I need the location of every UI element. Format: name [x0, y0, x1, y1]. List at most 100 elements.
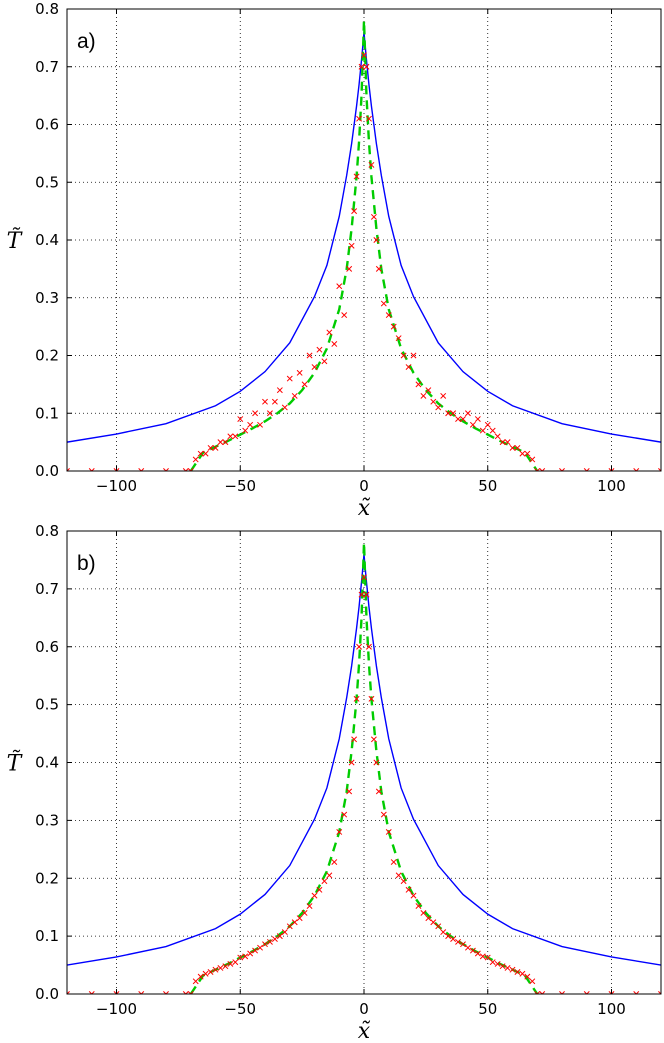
x-tick-label: −100: [96, 1000, 137, 1018]
data-point-x-marker: [348, 242, 355, 249]
data-point-x-marker: [370, 736, 377, 743]
data-point-x-marker: [286, 923, 293, 930]
data-point-x-marker: [400, 352, 407, 359]
y-tick-label: 0.2: [35, 347, 59, 365]
data-point-x-marker: [440, 392, 447, 399]
data-point-x-marker: [455, 938, 462, 945]
x-tick-label: 100: [597, 1000, 626, 1018]
data-point-x-marker: [410, 352, 417, 359]
data-point-x-marker: [88, 468, 95, 471]
data-point-x-marker: [237, 954, 244, 961]
series-dashed-green-line: [189, 542, 539, 994]
data-point-x-marker: [163, 468, 169, 471]
data-point-x-marker: [539, 991, 546, 994]
x-axis-label: x̃: [358, 496, 371, 521]
plot-area: [67, 20, 661, 471]
data-point-x-marker: [430, 919, 437, 926]
data-point-x-marker: [306, 352, 313, 359]
y-tick-label: 0.4: [35, 231, 59, 249]
data-point-x-marker: [192, 978, 199, 985]
y-tick-label: 0.0: [35, 462, 59, 480]
data-point-x-marker: [534, 991, 541, 994]
data-point-x-marker: [489, 959, 496, 966]
y-tick-label: 0.4: [35, 754, 59, 772]
data-point-x-marker: [356, 643, 363, 650]
data-point-x-marker: [420, 392, 427, 399]
data-point-x-marker: [633, 468, 640, 471]
data-point-x-marker: [395, 872, 402, 879]
data-point-x-marker: [380, 300, 387, 307]
data-point-x-marker: [489, 427, 496, 434]
data-point-x-marker: [227, 960, 234, 967]
data-point-x-marker: [276, 933, 283, 940]
x-axis-label: x̃: [358, 1019, 371, 1043]
data-point-x-marker: [361, 52, 367, 59]
data-point-x-marker: [499, 439, 506, 446]
data-point-x-marker: [519, 970, 526, 977]
data-point-x-marker: [474, 950, 481, 957]
data-point-x-marker: [361, 574, 367, 581]
data-point-x-marker: [514, 444, 521, 451]
series-dashed-green-line: [189, 20, 539, 471]
data-point-x-marker: [464, 944, 471, 951]
data-point-x-marker: [450, 936, 457, 942]
data-point-x-marker: [420, 910, 427, 916]
y-tick-label: 0.3: [35, 811, 59, 829]
data-point-x-marker: [353, 173, 360, 180]
data-point-x-marker: [291, 919, 298, 926]
data-point-x-marker: [222, 439, 229, 446]
data-point-x-marker: [296, 915, 303, 922]
data-point-x-marker: [435, 923, 442, 930]
data-point-x-marker: [440, 929, 447, 936]
data-point-x-marker: [348, 759, 355, 766]
data-point-x-marker: [331, 859, 338, 865]
x-tick-label: 0: [359, 1000, 369, 1018]
data-point-x-marker: [445, 410, 452, 417]
data-point-x-marker: [400, 878, 407, 885]
data-point-x-marker: [524, 973, 531, 980]
data-point-x-marker: [262, 398, 268, 405]
y-tick-label: 0.8: [35, 0, 59, 18]
data-point-x-marker: [351, 208, 358, 215]
data-point-x-marker: [504, 965, 511, 971]
data-point-x-marker: [494, 960, 501, 967]
y-tick-label: 0.7: [35, 580, 59, 598]
data-point-x-marker: [67, 468, 70, 471]
data-point-x-marker: [450, 410, 457, 417]
chart-panel-1: −100 −50 0 50 100 0.0 0.1 0.2 0.3 0.4 0.5 0.6 0.7 0.8…: [7, 522, 662, 1043]
data-point-x-marker: [257, 421, 264, 428]
data-point-x-marker: [138, 468, 145, 471]
data-point-x-marker: [202, 970, 209, 977]
x-tick-label: −50: [224, 1000, 256, 1018]
x-tick-label: −100: [96, 477, 137, 495]
data-point-x-marker: [469, 421, 476, 428]
data-point-x-marker: [311, 892, 318, 899]
data-point-x-marker: [358, 63, 365, 70]
x-tick-label: 50: [478, 477, 497, 495]
data-point-x-marker: [217, 965, 224, 971]
data-point-x-marker: [583, 468, 590, 471]
data-point-x-marker: [373, 759, 380, 766]
data-point-x-marker: [370, 213, 377, 220]
data-point-x-marker: [509, 966, 516, 973]
data-point-x-marker: [346, 265, 353, 272]
panel-label: b): [77, 552, 96, 575]
data-point-x-marker: [281, 404, 288, 411]
data-point-x-marker: [197, 450, 204, 457]
data-point-x-marker: [182, 991, 189, 994]
y-tick-label: 0.0: [35, 985, 59, 1003]
data-point-x-marker: [524, 450, 531, 457]
chart-panel-0: −100 −50 0 50 100 0.0 0.1 0.2 0.3 0.4 0.5 0.6 0.7 0.8…: [7, 0, 662, 521]
data-point-x-marker: [368, 161, 375, 168]
data-point-x-marker: [368, 695, 375, 702]
data-point-x-marker: [484, 421, 491, 428]
x-tick-label: 100: [597, 477, 626, 495]
y-tick-label: 0.3: [35, 289, 59, 307]
data-point-x-marker: [257, 944, 264, 951]
data-point-x-marker: [247, 950, 254, 957]
data-point-x-marker: [559, 468, 565, 471]
y-tick-label: 0.6: [35, 116, 59, 134]
data-point-x-marker: [217, 439, 224, 446]
data-point-x-marker: [222, 963, 229, 970]
y-tick-label: 0.5: [35, 696, 59, 714]
